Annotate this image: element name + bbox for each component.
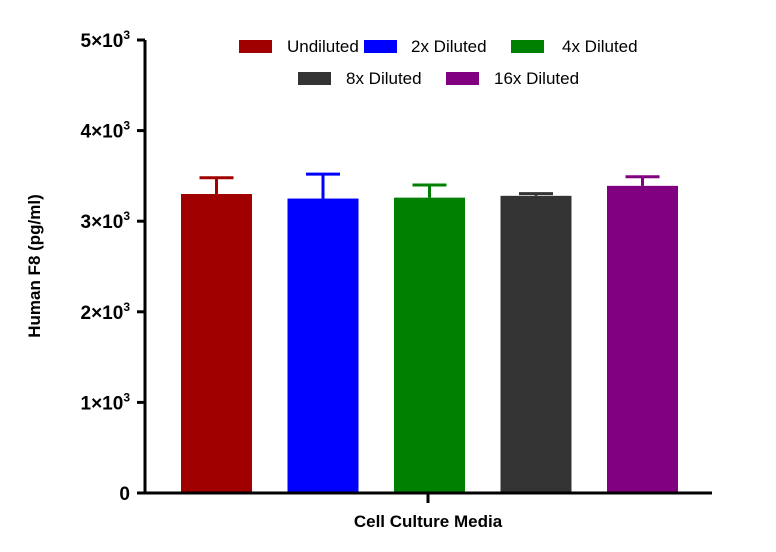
y-axis-title: Human F8 (pg/ml)	[25, 194, 44, 338]
legend-swatch	[364, 40, 397, 53]
legend: Undiluted 2x Diluted 4x Diluted 8x Diluted 1…	[239, 37, 638, 88]
legend-swatch	[298, 72, 331, 85]
bar	[394, 197, 465, 494]
y-tick-label-base: 1×10	[81, 393, 124, 414]
bar	[500, 195, 572, 493]
legend-label: Undiluted	[287, 37, 359, 56]
legend-label: 2x Diluted	[411, 37, 487, 56]
y-tick-label-base: 0	[119, 484, 130, 505]
y-tick-label-exponent: 3	[123, 390, 130, 404]
axes-layer	[143, 40, 712, 503]
bar	[287, 198, 359, 494]
y-tick-label: 2×103	[81, 300, 131, 324]
y-tick-label-exponent: 3	[123, 119, 130, 133]
y-tick-label: 3×103	[81, 209, 131, 233]
legend-label: 4x Diluted	[562, 37, 638, 56]
y-tick-label: 1×103	[81, 390, 131, 414]
y-tick-label: 5×103	[81, 28, 131, 52]
y-tick-label-base: 2×10	[81, 303, 124, 324]
y-tick-label-base: 5×10	[81, 31, 124, 52]
legend-label: 16x Diluted	[494, 69, 579, 88]
bar	[181, 194, 252, 493]
y-tick-label-exponent: 3	[123, 300, 130, 314]
y-tick-label-base: 4×10	[81, 122, 124, 143]
y-tick-label-exponent: 3	[123, 28, 130, 42]
y-tick-label: 4×103	[81, 119, 131, 143]
x-axis-title: Cell Culture Media	[354, 512, 503, 531]
legend-swatch	[446, 72, 479, 85]
legend-label: 8x Diluted	[346, 69, 422, 88]
bar	[607, 185, 678, 493]
y-tick-label: 0	[119, 484, 130, 505]
bars-layer	[181, 172, 678, 494]
y-tick-label-exponent: 3	[123, 209, 130, 223]
legend-swatch	[239, 40, 272, 53]
y-tick-label-base: 3×10	[81, 212, 124, 233]
legend-swatch	[511, 40, 544, 53]
